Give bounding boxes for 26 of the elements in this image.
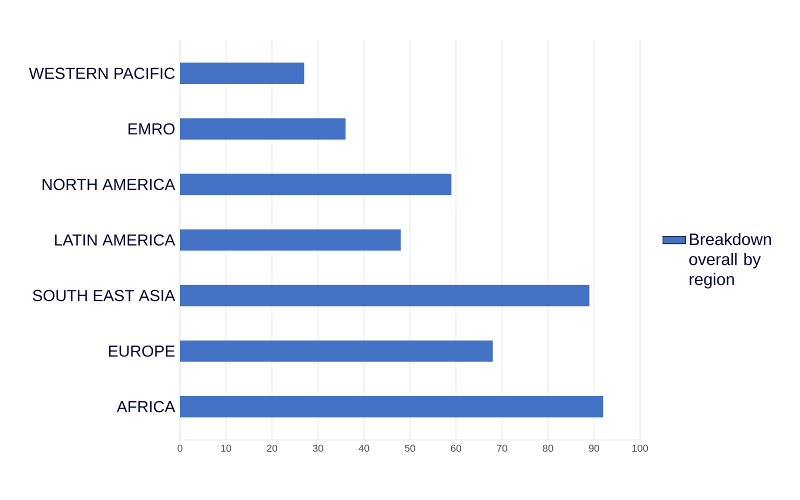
x-tick-label: 30 <box>312 444 324 452</box>
y-tick-label: EUROPE <box>109 345 175 357</box>
y-tick-label: WESTERN PACIFIC <box>28 68 175 79</box>
x-tick-label: 60 <box>450 444 462 452</box>
bar <box>180 340 493 362</box>
bar <box>180 62 304 84</box>
bar <box>180 396 604 418</box>
x-tick-label: 20 <box>266 444 278 452</box>
x-tick-label: 50 <box>404 444 416 452</box>
y-tick-label: NORTH AMERICA <box>42 178 176 190</box>
x-tick-label: 10 <box>221 444 232 452</box>
y-tick-label: EMRO <box>128 123 175 135</box>
y-tick-label: SOUTH EAST ASIA <box>32 290 176 302</box>
y-tick-label: LATIN AMERICA <box>55 234 176 246</box>
x-tick-label: 0 <box>178 444 182 452</box>
legend-label: Breakdown overall by region <box>689 232 771 288</box>
bar <box>180 118 346 140</box>
x-tick-label: 40 <box>358 444 370 452</box>
x-tick-label: 90 <box>588 444 600 452</box>
x-tick-label: 80 <box>542 444 554 452</box>
bar <box>180 284 590 306</box>
y-tick-label: AFRICA <box>116 401 176 412</box>
x-tick-label: 100 <box>632 444 648 452</box>
x-tick-label: 70 <box>496 444 508 452</box>
bar <box>180 174 452 196</box>
bar <box>180 229 401 251</box>
